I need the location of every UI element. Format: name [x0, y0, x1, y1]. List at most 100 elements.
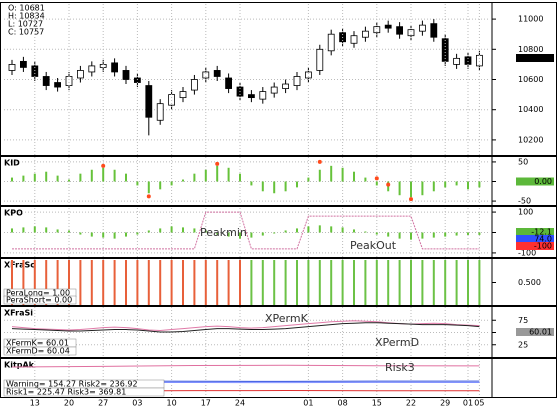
signal-bar [113, 260, 116, 305]
info-label: O: 10681 [8, 4, 45, 13]
candle-body [259, 91, 267, 100]
signal-bar [68, 260, 70, 305]
signal-bar [410, 260, 412, 305]
candle-body [441, 38, 449, 62]
info-box [3, 295, 77, 305]
bar [182, 179, 184, 182]
candle-body [213, 70, 221, 77]
bar [68, 230, 70, 233]
bar [250, 232, 253, 238]
bar [56, 229, 59, 233]
y-tick-label: 75 [518, 316, 528, 325]
bar [455, 232, 458, 236]
candle-body [361, 30, 369, 38]
last-value-label: -100 [534, 242, 552, 251]
peak-dot [374, 176, 379, 181]
bar [341, 227, 344, 233]
candle-body [122, 70, 130, 80]
signal-bar [216, 260, 219, 305]
x-tick-label: 03 [132, 399, 142, 408]
bar [284, 230, 287, 233]
bar [45, 171, 48, 182]
candle-body [133, 77, 141, 83]
signal-bar [444, 260, 447, 305]
bar [398, 181, 401, 196]
bar [193, 173, 196, 182]
candle-body [327, 33, 335, 52]
candle-body [54, 82, 61, 88]
signal-bar [79, 260, 82, 305]
last-value-box [516, 242, 554, 250]
signal-bar [421, 260, 424, 305]
peak-line [12, 211, 480, 250]
peak-dot [146, 194, 151, 199]
bar [227, 167, 230, 182]
info-box [3, 346, 77, 356]
last-value-box [516, 235, 554, 243]
bar [79, 232, 82, 235]
bar [170, 226, 173, 233]
bar [56, 175, 59, 182]
bar [261, 181, 264, 192]
bar [11, 177, 13, 182]
panel-title: XFraSc [4, 261, 35, 270]
candle-body [430, 23, 438, 38]
x-tick-label: 24 [235, 399, 245, 408]
info-label: XFermD= 60.04 [6, 347, 70, 356]
bar [296, 228, 298, 233]
signal-bar [182, 260, 184, 305]
last-value-box [516, 177, 554, 186]
candle-body [225, 77, 233, 89]
signal-bar [353, 260, 355, 305]
y-tick-label: 10400 [518, 105, 543, 114]
bar [364, 177, 367, 182]
bar [216, 165, 219, 182]
signal-bar [11, 260, 13, 305]
last-value-label: 10757 [527, 54, 552, 63]
bar [239, 232, 241, 239]
x-tick-label: 08 [338, 399, 348, 408]
last-value-label: 60.01 [529, 328, 552, 337]
bar [102, 167, 105, 182]
peak-dot [409, 197, 413, 202]
bar [33, 226, 36, 233]
annotation: Peakmin [200, 226, 247, 239]
signal-bar [136, 260, 139, 305]
bar [478, 232, 481, 235]
candle-body [111, 62, 118, 73]
x-tick-label: 27 [98, 399, 108, 408]
candle-body [316, 48, 324, 71]
bar [296, 181, 298, 188]
panel-title: KPO [4, 209, 23, 218]
bar [239, 173, 241, 182]
y-tick-label: 10800 [518, 45, 543, 54]
candle-body [179, 91, 187, 99]
bar [204, 230, 207, 233]
candle-body [293, 76, 301, 86]
bar [330, 226, 333, 233]
series-line [11, 322, 480, 333]
candle-body [8, 64, 16, 71]
candle-body [145, 85, 153, 118]
bar [204, 169, 207, 182]
signal-bar [102, 260, 105, 305]
x-tick-label: 17 [201, 399, 211, 408]
x-tick-label: 01 [463, 399, 473, 408]
signal-bar [159, 260, 162, 305]
bar [182, 227, 184, 233]
bar [467, 232, 469, 235]
candle-body [384, 24, 392, 29]
y-tick-label: 10600 [518, 75, 543, 84]
candle-body [453, 57, 461, 65]
candle-body [19, 60, 27, 68]
bar [22, 175, 25, 182]
info-box [3, 387, 165, 397]
bar [444, 232, 447, 237]
signal-bar [398, 260, 401, 305]
candle-body [88, 65, 96, 73]
signal-bar [125, 260, 127, 305]
bar [410, 232, 412, 240]
peak-dot [386, 182, 391, 187]
